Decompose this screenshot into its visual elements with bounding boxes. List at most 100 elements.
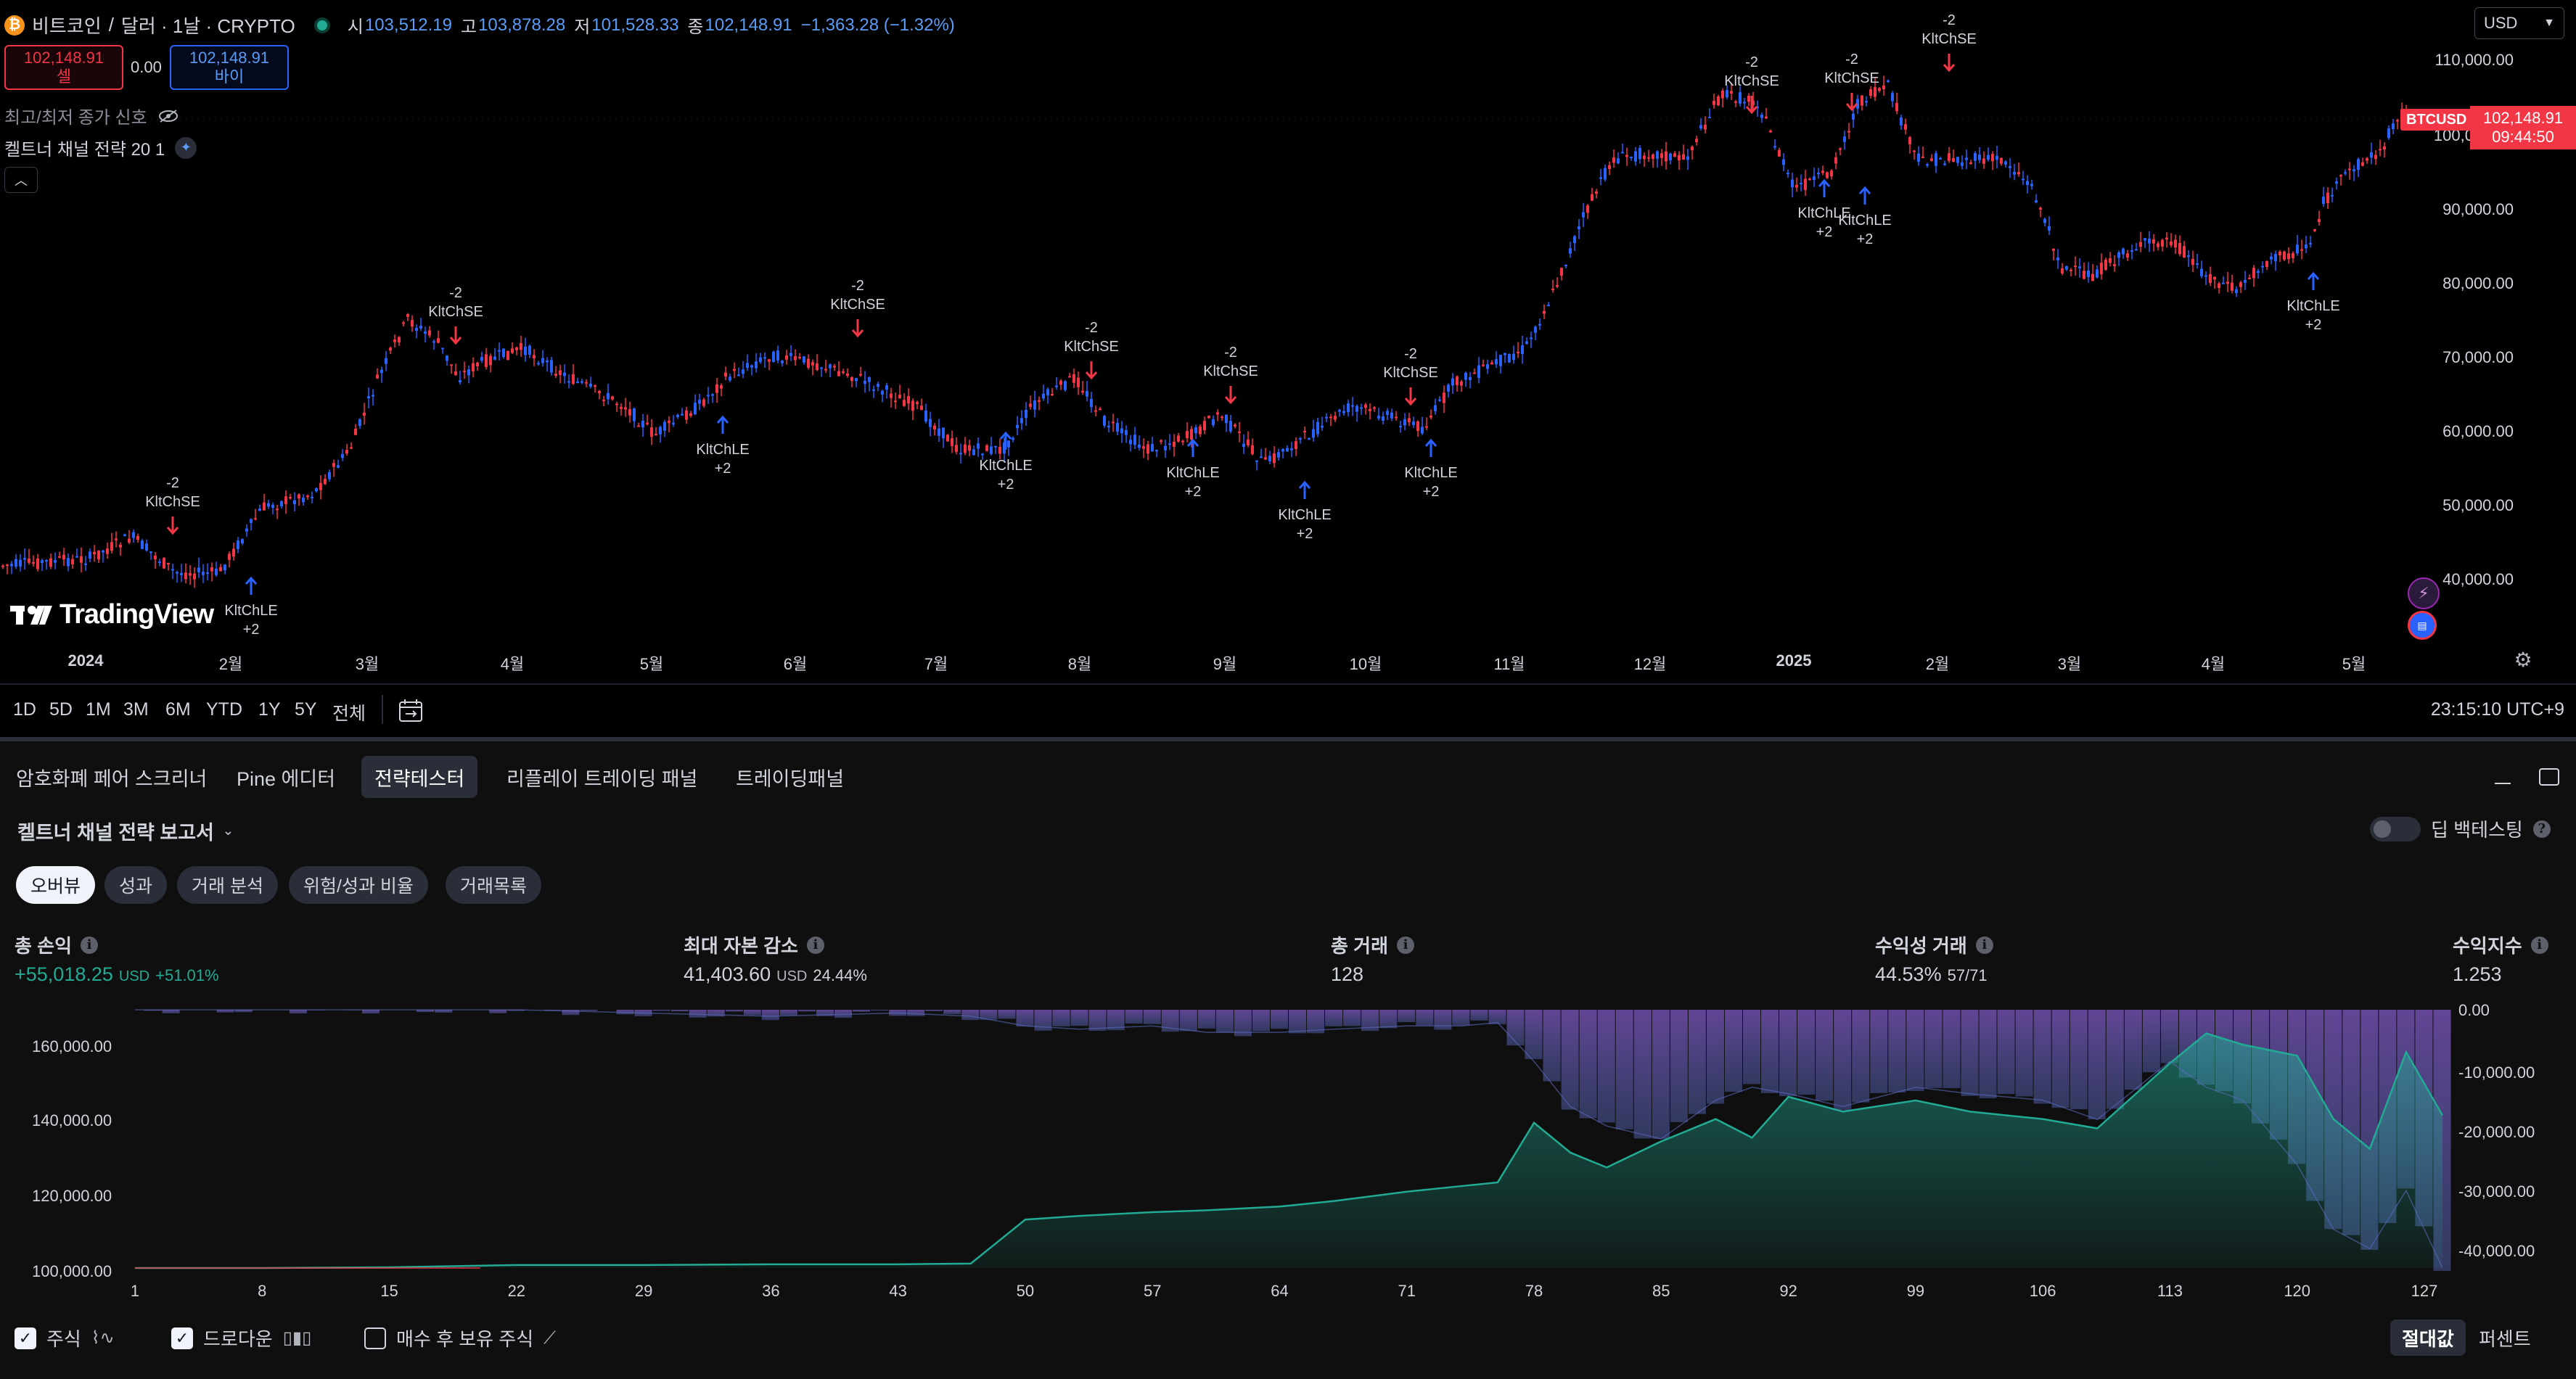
range-button-3m[interactable]: 3M [123, 699, 149, 720]
drawdown-bar [1525, 1010, 1543, 1059]
drawdown-bar [779, 1010, 797, 1016]
price-tick-label: 80,000.00 [2442, 274, 2514, 292]
equity-checkbox[interactable]: ✓ 주식 ⌇∿ [15, 1325, 115, 1351]
info-icon[interactable]: i [806, 936, 824, 954]
range-button-1m[interactable]: 1M [86, 699, 111, 720]
info-icon[interactable]: i [1396, 936, 1414, 954]
info-icon[interactable]: i [1975, 936, 1993, 954]
chevron-up-icon: ︿ [15, 173, 28, 188]
price-chart[interactable]: -2 KltChSE KltChLE +2 -2 KltChSE KltChLE +2 -2 Kl… [0, 0, 2576, 683]
maximize-icon[interactable] [2537, 765, 2561, 789]
info-icon[interactable]: i [2530, 936, 2548, 954]
down-arrow-icon [1224, 386, 1237, 405]
range-button-1y[interactable]: 1Y [258, 699, 281, 720]
subtab-trade-list[interactable]: 거래목록 [446, 866, 542, 904]
checkbox-box[interactable]: ✓ [171, 1327, 193, 1349]
subtab-performance[interactable]: 성과 [104, 866, 168, 904]
buy-hold-checkbox[interactable]: 매수 후 보유 주식 ⟋ [364, 1325, 556, 1351]
drawdown-bar [1488, 1010, 1506, 1024]
drawdown-bar [725, 1010, 743, 1012]
minimize-icon[interactable] [2492, 766, 2514, 788]
drawdown-bar [1633, 1010, 1652, 1139]
indicator-row-2[interactable]: 켈트너 채널 전략 20 1 ✦ [4, 135, 197, 160]
signal-qty: +2 [998, 477, 1014, 493]
checkbox-box[interactable]: ✓ [15, 1327, 36, 1349]
equity-chart[interactable] [0, 988, 2576, 1293]
signal-name: KltChLE [2286, 298, 2339, 314]
buy-button[interactable]: 102,148.91 바이 [170, 45, 289, 90]
lightning-icon[interactable]: ⚡ [2408, 577, 2440, 609]
trade-number-label: 127 [2411, 1282, 2438, 1300]
drawdown-tick-label: -30,000.00 [2458, 1182, 2535, 1201]
signal-name: KltChSE [1824, 70, 1879, 86]
collapse-legend-button[interactable]: ︿ [4, 167, 38, 193]
us-flag-icon[interactable]: ▤ [2408, 611, 2437, 640]
price-tick-label: 60,000.00 [2442, 422, 2514, 440]
settings-gear-icon[interactable]: ⚙ [2514, 648, 2532, 671]
trade-number-label: 120 [2284, 1282, 2311, 1300]
tab-crypto-screener[interactable]: 암호화폐 페어 스크리너 [16, 767, 208, 790]
range-button-1d[interactable]: 1D [13, 699, 36, 720]
net-profit-value-row: +55,018.25 USD +51.01% [15, 963, 219, 986]
absolute-mode-button[interactable]: 절대값 [2390, 1320, 2466, 1356]
signal-qty: -2 [1085, 320, 1098, 336]
utc-clock[interactable]: 23:15:10 UTC+9 [2430, 699, 2564, 720]
report-title-dropdown[interactable]: 켈트너 채널 전략 보고서 ⌄ [17, 817, 234, 845]
checkbox-box[interactable] [364, 1327, 386, 1349]
subtab-risk-ratio[interactable]: 위험/성과 비율 [289, 866, 428, 904]
candlesticks [1, 75, 2408, 588]
drawdown-tick-label: -10,000.00 [2458, 1063, 2535, 1082]
symbol-quote[interactable]: 달러 · 1날 · CRYPTO [120, 15, 295, 37]
drawdown-bar [1215, 1010, 1234, 1033]
buy-label: 바이 [214, 67, 245, 86]
percent-mode-button[interactable]: 퍼센트 [2479, 1327, 2531, 1350]
profit-factor-value: 1.253 [2453, 963, 2502, 985]
deep-backtesting-toggle[interactable] [2370, 816, 2421, 841]
drawdown-bar [289, 1010, 307, 1014]
tab-replay-panel[interactable]: 리플레이 트레이딩 패널 [506, 767, 698, 790]
currency-select[interactable]: USD ▼ [2474, 7, 2564, 39]
range-button-5y[interactable]: 5Y [295, 699, 317, 720]
sell-button[interactable]: 102,148.91 셀 [4, 45, 123, 90]
range-button-5d[interactable]: 5D [49, 699, 73, 720]
down-arrow-icon [166, 516, 179, 535]
short-signal: -2 KltChSE [1064, 320, 1119, 380]
time-tick-label: 9월 [1213, 655, 1237, 673]
sparkle-icon[interactable]: ✦ [175, 136, 197, 159]
open-label: 시 [347, 17, 364, 37]
eye-hidden-icon[interactable] [157, 109, 179, 123]
tab-trading-panel[interactable]: 트레이딩패널 [736, 767, 845, 790]
drawdown-checkbox[interactable]: ✓ 드로다운 ▯▮▯ [171, 1325, 311, 1351]
drawdown-bar [1724, 1010, 1742, 1092]
tradingview-logo-icon [10, 605, 52, 625]
tab-strategy-tester[interactable]: 전략테스터 [361, 756, 478, 798]
subtab-overview[interactable]: 오버뷰 [16, 866, 96, 904]
signal-name: KltChSE [1921, 31, 1977, 47]
tradingview-logo[interactable]: TradingView [10, 599, 214, 630]
tab-pine-editor[interactable]: Pine 에디터 [237, 767, 336, 790]
price-chart-canvas[interactable]: -2 KltChSE KltChLE +2 -2 KltChSE KltChLE +2 -2 Kl… [0, 0, 2576, 683]
date-range-calendar-icon[interactable] [398, 698, 424, 724]
drawdown-bar [1870, 1010, 1888, 1093]
signal-qty: -2 [1745, 54, 1758, 70]
range-button-전체[interactable]: 전체 [332, 704, 366, 724]
subtab-trade-analysis[interactable]: 거래 분석 [177, 866, 278, 904]
drawdown-bar [1179, 1010, 1197, 1032]
market-status-icon [316, 20, 327, 30]
profit-factor-label: 수익지수 [2453, 935, 2522, 957]
help-icon[interactable]: ? [2532, 820, 2551, 838]
info-icon[interactable]: i [80, 936, 98, 954]
long-signal: KltChLE +2 [696, 415, 750, 477]
range-button-6m[interactable]: 6M [165, 699, 191, 720]
range-button-ytd[interactable]: YTD [206, 699, 242, 720]
drawdown-bar [797, 1010, 816, 1012]
time-tick-label: 10월 [1349, 655, 1382, 673]
drawdown-bar [1470, 1010, 1488, 1021]
drawdown-bar [980, 1010, 998, 1020]
drawdown-bar [417, 1010, 435, 1013]
max-drawdown-label: 최대 자본 감소 [684, 935, 798, 957]
symbol-name[interactable]: 비트코인 [32, 15, 102, 37]
indicator-row-1[interactable]: 최고/최저 종가 신호 [4, 103, 179, 128]
signal-qty: -2 [1224, 345, 1237, 361]
bar-countdown: 09:44:50 [2492, 128, 2554, 146]
